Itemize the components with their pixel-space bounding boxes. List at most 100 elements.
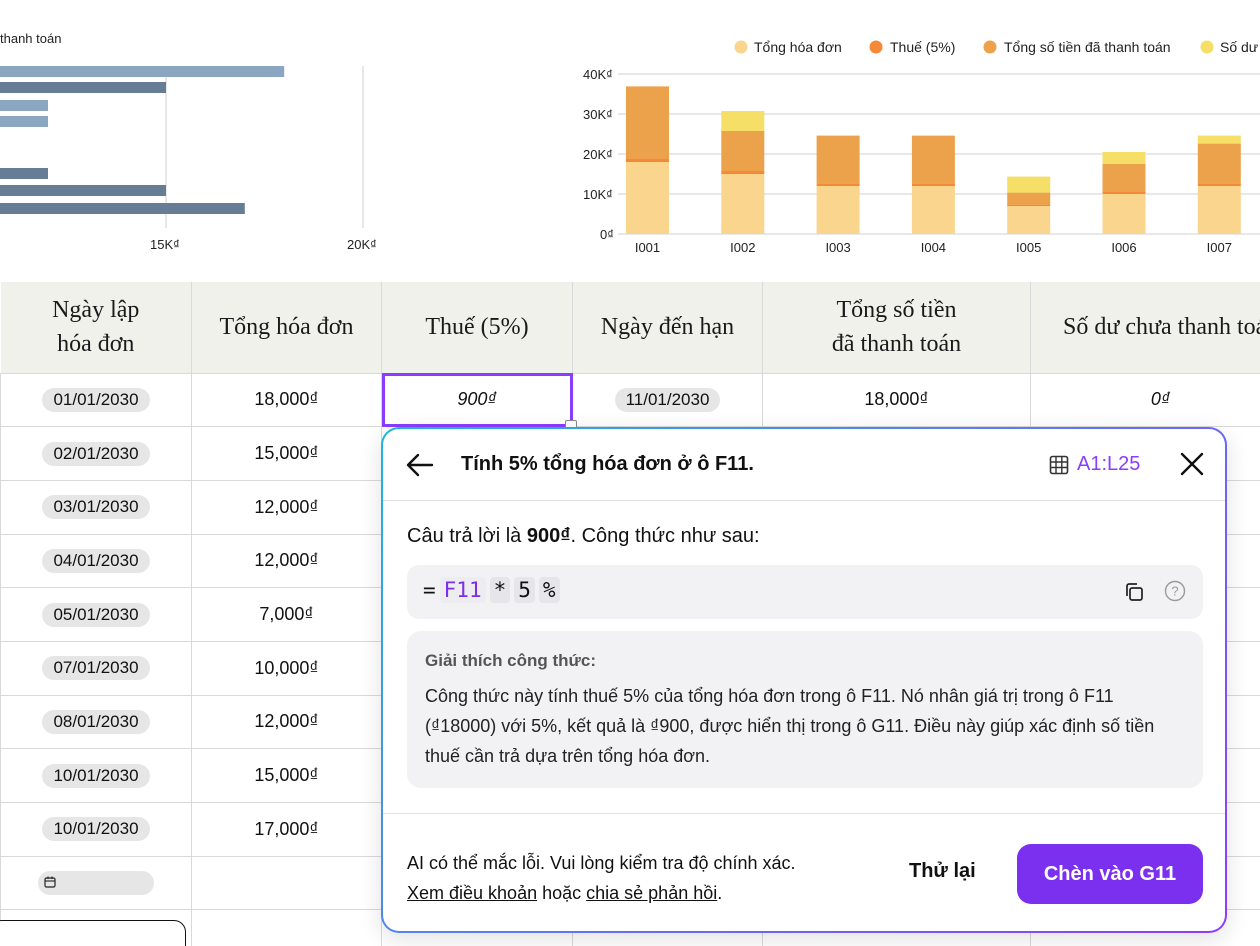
close-icon[interactable] [1179,451,1205,477]
paid-cell-value: 18,000₫ [864,389,929,410]
panel-header: Tính 5% tổng hóa đơn ở ô F11. A1:L25 [383,429,1225,501]
date-cell-value: 10/01/2030 [42,817,150,842]
answer-text: Câu trả lời là 900₫. Công thức như sau: [407,525,760,548]
left-legend-text: thanh toán [0,31,61,46]
left-bar [0,100,48,111]
date-cell[interactable]: 04/01/2030 [0,533,192,589]
empty-cell[interactable] [191,855,382,911]
retry-button[interactable]: Thử lại [909,860,976,882]
empty-cell[interactable] [191,909,382,946]
balance-cell[interactable]: 0₫ [1030,372,1260,428]
date-cell-value: 04/01/2030 [42,548,150,573]
header-invoice-date-l1: Ngày lập [52,297,140,324]
date-picker-pill[interactable] [38,871,154,896]
date-cell[interactable]: 03/01/2030 [0,479,192,535]
help-icon[interactable]: ? [1164,580,1186,602]
right-y-tick-30k: 30K₫ [583,107,613,122]
total-cell[interactable]: 15,000₫ [191,748,382,803]
stacked-bar-segment [1102,192,1146,194]
total-cell[interactable]: 10,000₫ [191,640,382,696]
date-cell[interactable]: 01/01/2030 [0,372,192,428]
legend-label-tax: Thuế (5%) [890,39,955,55]
formula-number: 5 [514,577,535,603]
right-y-tick-40k: 40K₫ [583,67,613,82]
right-stacked-chart: Tổng hóa đơn Thuế (5%) Tổng số tiền đã t… [583,39,1260,255]
due-date-cell-value: 11/01/2030 [614,387,721,412]
charts-area: thanh toán 15K₫ 20K₫ Tổng hóa đơn Thuế (… [0,0,1260,282]
stacked-bar-segment [816,135,860,184]
date-cell[interactable]: 10/01/2030 [0,748,192,803]
formula-cell-ref: F11 [439,577,486,603]
total-cell[interactable]: 18,000₫ [191,372,382,428]
total-cell[interactable]: 15,000₫ [191,426,382,481]
stacked-bar-segment [721,131,765,171]
answer-prefix: Câu trả lời là [407,525,527,547]
header-amount-paid[interactable]: Tổng số tiền đã thanh toán [762,282,1031,374]
header-invoice-total[interactable]: Tổng hóa đơn [191,282,382,374]
date-cell[interactable]: 08/01/2030 [0,694,192,750]
paid-cell[interactable]: 18,000₫ [762,372,1031,428]
formula: = F11 * 5 % [423,577,560,603]
copy-icon[interactable] [1123,581,1145,603]
total-cell[interactable]: 12,000₫ [191,694,382,750]
stacked-bar-segment [1102,194,1146,234]
total-cell[interactable]: 12,000₫ [191,533,382,589]
total-cell[interactable]: 12,000₫ [191,479,382,535]
legend-swatch-balance [1200,40,1214,54]
range-reference-label: A1:L25 [1077,453,1141,475]
date-cell[interactable]: 07/01/2030 [0,640,192,696]
empty-cell[interactable] [0,855,192,911]
stacked-bar-segment [1007,192,1051,205]
stacked-bar-segment [1197,183,1241,186]
stacked-bar-segment [1197,186,1241,234]
formula-percent: % [538,577,560,603]
terms-link[interactable]: Xem điều khoản [407,883,538,903]
bottom-floating-box[interactable] [0,920,186,946]
left-bar [0,82,166,93]
tax-cell-value: 900₫ [457,389,497,410]
date-cell[interactable]: 05/01/2030 [0,587,192,642]
disclaimer-text: AI có thể mắc lỗi. Vui lòng kiểm tra độ … [407,853,796,873]
date-cell-value: 01/01/2030 [42,387,150,412]
left-bar [0,203,245,214]
disclaimer-period: . [717,883,723,903]
left-bar [0,185,166,196]
date-cell[interactable]: 10/01/2030 [0,802,192,857]
header-balance[interactable]: Số dư chưa thanh toán [1030,282,1260,374]
stacked-bar-segment [626,158,669,162]
header-invoice-date-l2: hóa đơn [57,331,135,358]
total-cell[interactable]: 17,000₫ [191,802,382,857]
stacked-bar-segment [816,186,860,234]
total-cell-value: 18,000₫ [254,389,319,410]
total-cell-value: 15,000₫ [254,765,319,786]
stacked-bar-segment [1197,143,1241,184]
total-cell-value: 7,000₫ [259,604,314,625]
stacked-bar-segment [911,183,955,186]
explanation-title: Giải thích công thức: [425,651,596,670]
date-cell[interactable]: 02/01/2030 [0,426,192,481]
formula-equals: = [423,578,436,602]
range-reference[interactable]: A1:L25 [1049,453,1140,476]
due-date-cell[interactable]: 11/01/2030 [572,372,763,428]
feedback-link[interactable]: chia sẻ phản hồi [586,883,718,903]
total-cell-value: 12,000₫ [254,711,319,732]
header-due-date[interactable]: Ngày đến hạn [572,282,763,374]
explanation-box: Giải thích công thức: Công thức này tính… [407,631,1203,788]
header-invoice-date[interactable]: Ngày lập hóa đơn [0,282,192,374]
legend-label-paid: Tổng số tiền đã thanh toán [1004,39,1171,55]
header-tax[interactable]: Thuế (5%) [381,282,573,374]
stacked-bar-segment [1007,204,1051,206]
formula-operator: * [489,577,511,603]
ai-formula-panel-body: Tính 5% tổng hóa đơn ở ô F11. A1:L25 Câu… [383,429,1225,931]
table-grid-icon [1049,455,1069,474]
total-cell[interactable]: 7,000₫ [191,587,382,642]
answer-suffix: . Công thức như sau: [570,525,760,547]
insert-button[interactable]: Chèn vào G11 [1017,844,1203,904]
right-x-tick: I005 [1016,240,1041,255]
tax-cell[interactable]: 900₫ [381,372,573,428]
total-cell-value: 10,000₫ [254,657,319,678]
stacked-bar-segment [1102,164,1146,192]
right-y-tick-20k: 20K₫ [583,147,613,162]
back-arrow-icon[interactable] [405,451,435,479]
explanation-body: Công thức này tính thuế 5% của tổng hóa … [425,686,1155,766]
